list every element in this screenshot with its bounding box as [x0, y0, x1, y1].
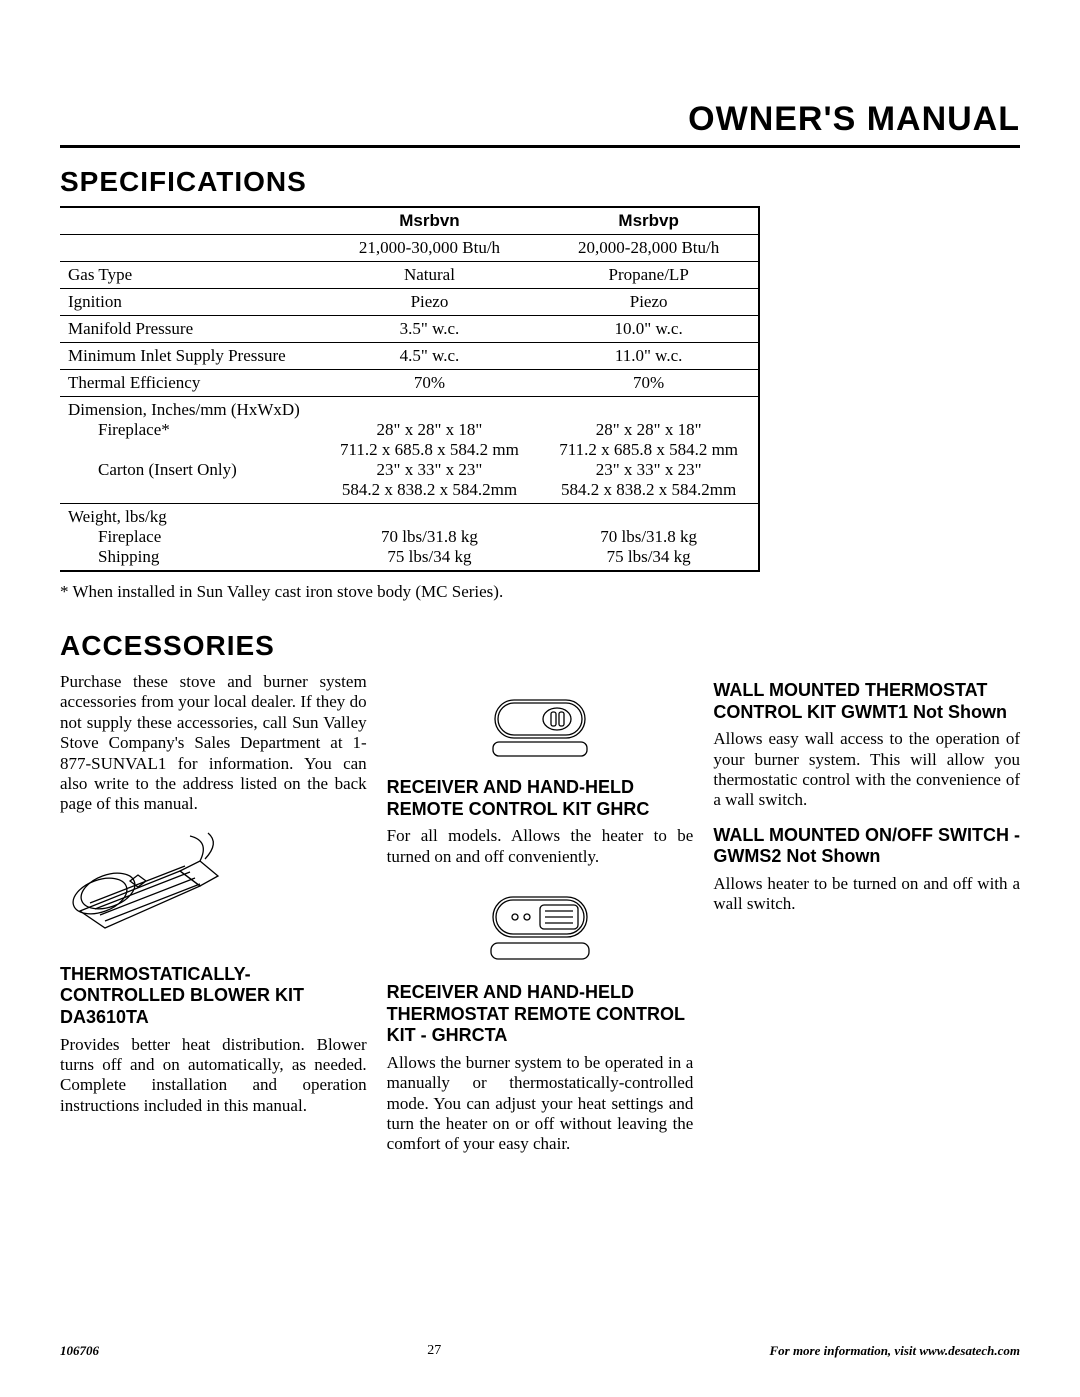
spec-cell: 28" x 28" x 18" 711.2 x 685.8 x 584.2 mm…: [320, 397, 540, 504]
accessories-col-3: WALL MOUNTED THERMOSTAT CONTROL KIT GWMT…: [713, 672, 1020, 1161]
accessories-col-1: Purchase these stove and burner system a…: [60, 672, 367, 1161]
remote-ghrcta-illustration-icon: [485, 877, 595, 972]
spec-cell: 20,000-28,000 Btu/h: [539, 235, 759, 262]
spec-row-label: Minimum Inlet Supply Pressure: [60, 343, 320, 370]
spec-row-label: Ignition: [60, 289, 320, 316]
spec-cell: 70%: [539, 370, 759, 397]
remote-ghrc-body: For all models. Allows the heater to be …: [387, 826, 694, 867]
spec-cell: 28" x 28" x 18" 711.2 x 685.8 x 584.2 mm…: [539, 397, 759, 504]
accessories-heading: ACCESSORIES: [60, 630, 1020, 662]
spec-cell: 4.5" w.c.: [320, 343, 540, 370]
spec-cell: Piezo: [539, 289, 759, 316]
footer-info-link: For more information, visit www.desatech…: [769, 1343, 1020, 1359]
spec-row-label: Gas Type: [60, 262, 320, 289]
wall-switch-heading: WALL MOUNTED ON/OFF SWITCH - GWMS2 Not S…: [713, 825, 1020, 868]
page-footer: 106706 27 For more information, visit ww…: [60, 1343, 1020, 1359]
remote-ghrc-heading: RECEIVER AND HAND-HELD REMOTE CONTROL KI…: [387, 777, 694, 820]
wall-switch-body: Allows heater to be turned on and off wi…: [713, 874, 1020, 915]
remote-ghrcta-body: Allows the burner system to be operated …: [387, 1053, 694, 1155]
spec-cell: 70 lbs/31.8 kg 75 lbs/34 kg: [539, 504, 759, 572]
spec-row-label: Manifold Pressure: [60, 316, 320, 343]
spec-cell: 70%: [320, 370, 540, 397]
spec-cell: 3.5" w.c.: [320, 316, 540, 343]
page-title: OWNER'S MANUAL: [60, 100, 1020, 148]
model-col-2: Msrbvp: [539, 207, 759, 235]
accessories-col-2: RECEIVER AND HAND-HELD REMOTE CONTROL KI…: [387, 672, 694, 1161]
spec-cell: Propane/LP: [539, 262, 759, 289]
spec-dim-header: Dimension, Inches/mm (HxWxD) Fireplace* …: [60, 397, 320, 504]
remote-ghrc-illustration-icon: [485, 682, 595, 767]
spec-cell: 11.0" w.c.: [539, 343, 759, 370]
spec-cell: 10.0" w.c.: [539, 316, 759, 343]
specifications-table: Msrbvn Msrbvp 21,000-30,000 Btu/h 20,000…: [60, 206, 760, 572]
accessories-intro: Purchase these stove and burner system a…: [60, 672, 367, 815]
blower-kit-heading: THERMOSTATICALLY-CONTROLLED BLOWER KIT D…: [60, 964, 367, 1029]
blower-kit-body: Provides better heat distribution. Blowe…: [60, 1035, 367, 1117]
model-col-1: Msrbvn: [320, 207, 540, 235]
spec-weight-header: Weight, lbs/kg Fireplace Shipping: [60, 504, 320, 572]
blower-illustration-icon: [60, 831, 230, 941]
spec-row-label: [60, 235, 320, 262]
wall-thermostat-heading: WALL MOUNTED THERMOSTAT CONTROL KIT GWMT…: [713, 680, 1020, 723]
spec-row-label: Thermal Efficiency: [60, 370, 320, 397]
wall-thermostat-body: Allows easy wall access to the operation…: [713, 729, 1020, 811]
spec-cell: 21,000-30,000 Btu/h: [320, 235, 540, 262]
spec-cell: Natural: [320, 262, 540, 289]
footer-page-number: 27: [427, 1343, 441, 1359]
spec-cell: 70 lbs/31.8 kg 75 lbs/34 kg: [320, 504, 540, 572]
spec-footnote: * When installed in Sun Valley cast iron…: [60, 582, 1020, 602]
remote-ghrcta-heading: RECEIVER AND HAND-HELD THERMOSTAT REMOTE…: [387, 982, 694, 1047]
spec-cell: Piezo: [320, 289, 540, 316]
footer-doc-number: 106706: [60, 1343, 99, 1359]
specifications-heading: SPECIFICATIONS: [60, 166, 1020, 198]
